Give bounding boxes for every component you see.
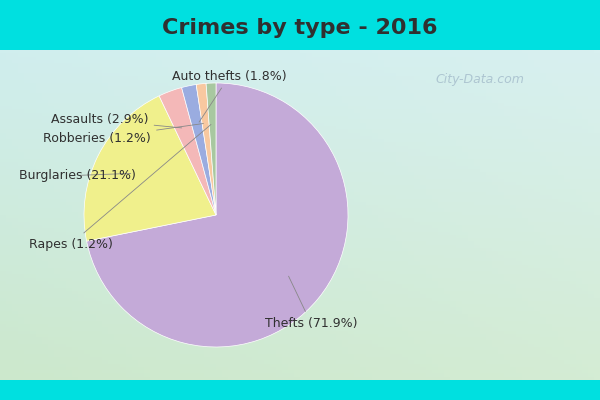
Wedge shape [206,83,216,215]
Text: Thefts (71.9%): Thefts (71.9%) [265,276,357,330]
Text: Robberies (1.2%): Robberies (1.2%) [43,124,203,145]
Text: Assaults (2.9%): Assaults (2.9%) [51,114,182,128]
Wedge shape [84,96,216,241]
Wedge shape [196,83,216,215]
Text: City-Data.com: City-Data.com [436,74,524,86]
Wedge shape [86,83,348,347]
Text: Rapes (1.2%): Rapes (1.2%) [29,124,211,250]
Text: Crimes by type - 2016: Crimes by type - 2016 [162,18,438,38]
Wedge shape [182,84,216,215]
Wedge shape [159,88,216,215]
Text: Burglaries (21.1%): Burglaries (21.1%) [19,169,136,182]
Text: Auto thefts (1.8%): Auto thefts (1.8%) [172,70,287,122]
